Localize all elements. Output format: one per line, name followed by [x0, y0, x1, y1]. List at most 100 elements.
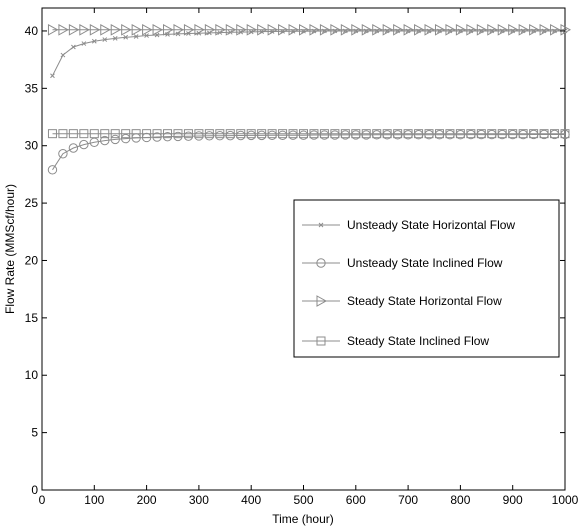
- series-line: [52, 30, 565, 76]
- data-point: [455, 23, 467, 36]
- data-point: [278, 23, 289, 36]
- data-point: [102, 37, 108, 42]
- data-point: [393, 129, 403, 139]
- data-point: [58, 23, 69, 36]
- x-tick-label: 600: [346, 493, 366, 507]
- data-point: [372, 129, 382, 139]
- x-tick-label: 900: [503, 493, 523, 507]
- data-point: [89, 23, 101, 36]
- data-point: [382, 23, 394, 36]
- data-point: [529, 129, 539, 139]
- data-point: [393, 23, 404, 36]
- data-point: [194, 23, 205, 36]
- data-point: [424, 23, 436, 36]
- data-point: [142, 129, 152, 139]
- data-point: [68, 129, 78, 139]
- data-point: [112, 36, 118, 41]
- data-point: [267, 23, 279, 36]
- x-axis-title: Time (hour): [272, 512, 334, 526]
- data-point: [246, 23, 258, 36]
- data-point: [309, 23, 320, 36]
- data-point: [550, 23, 561, 36]
- data-point: [60, 52, 66, 58]
- data-point: [100, 23, 111, 36]
- data-point: [173, 129, 183, 139]
- data-point: [131, 129, 141, 139]
- data-point: [120, 133, 131, 144]
- data-point: [79, 23, 90, 36]
- data-point: [133, 34, 139, 39]
- data-point: [455, 129, 465, 139]
- data-point: [539, 23, 551, 36]
- data-point: [518, 129, 528, 139]
- data-point: [58, 149, 68, 159]
- tick-layer: 0 100 200 300 400 500 600 700 800 900 1000 0 5 10 15 20…: [25, 8, 579, 507]
- legend-entry: Unsteady State Inclined Flow: [302, 256, 503, 270]
- data-point: [110, 129, 120, 139]
- data-point: [466, 23, 477, 36]
- y-tick-label: 35: [25, 81, 39, 95]
- y-tick-label: 5: [31, 426, 38, 440]
- data-point: [204, 129, 214, 139]
- legend-marker: [316, 295, 328, 307]
- legend-marker: [318, 222, 324, 228]
- data-point: [68, 143, 79, 153]
- data-point: [236, 23, 247, 36]
- legend-marker: [316, 258, 326, 268]
- x-tick-label: 100: [84, 493, 104, 507]
- data-point: [518, 23, 530, 36]
- y-tick-label: 0: [31, 483, 38, 497]
- data-point: [131, 23, 143, 36]
- data-point: [550, 129, 560, 139]
- data-point: [144, 33, 149, 38]
- data-point: [529, 23, 540, 36]
- data-point: [351, 129, 361, 139]
- legend-entry: Steady State Horizontal Flow: [302, 294, 502, 308]
- data-point: [121, 129, 131, 139]
- data-point: [319, 129, 329, 139]
- data-point: [539, 129, 549, 139]
- data-point: [403, 129, 413, 139]
- data-point: [225, 23, 237, 36]
- data-point: [508, 23, 519, 36]
- legend-box: [293, 199, 560, 358]
- data-point: [257, 23, 268, 36]
- series-square: [47, 129, 570, 139]
- data-point: [79, 139, 89, 150]
- data-point: [175, 31, 181, 37]
- data-point: [497, 23, 509, 36]
- y-tick-label: 30: [25, 139, 39, 153]
- y-tick-label: 20: [25, 253, 39, 267]
- data-point: [89, 129, 99, 139]
- data-point: [50, 73, 55, 79]
- legend-label: Steady State Inclined Flow: [347, 334, 489, 348]
- data-point: [152, 129, 162, 139]
- data-point: [403, 23, 415, 36]
- data-point: [47, 165, 58, 175]
- x-tick-label: 500: [293, 493, 313, 507]
- y-axis-title: Flow Rate (MMScf/hour): [3, 184, 17, 314]
- x-tick-label: 700: [398, 493, 418, 507]
- data-point: [487, 23, 498, 36]
- data-point: [81, 41, 87, 46]
- legend-label: Steady State Horizontal Flow: [347, 294, 502, 308]
- data-point: [330, 23, 341, 36]
- data-point: [215, 129, 225, 139]
- data-point: [257, 129, 267, 139]
- data-point: [173, 23, 185, 36]
- data-point: [123, 34, 129, 40]
- data-point: [91, 38, 97, 44]
- data-point: [361, 23, 373, 36]
- data-point: [466, 129, 476, 139]
- data-point: [361, 129, 371, 139]
- data-point: [445, 129, 455, 139]
- data-point: [100, 129, 110, 139]
- data-point: [288, 23, 300, 36]
- data-point: [152, 23, 164, 36]
- data-point: [414, 129, 424, 139]
- x-tick-label: 800: [450, 493, 470, 507]
- data-point: [183, 129, 193, 139]
- y-tick-label: 15: [25, 311, 39, 325]
- data-point: [560, 23, 572, 36]
